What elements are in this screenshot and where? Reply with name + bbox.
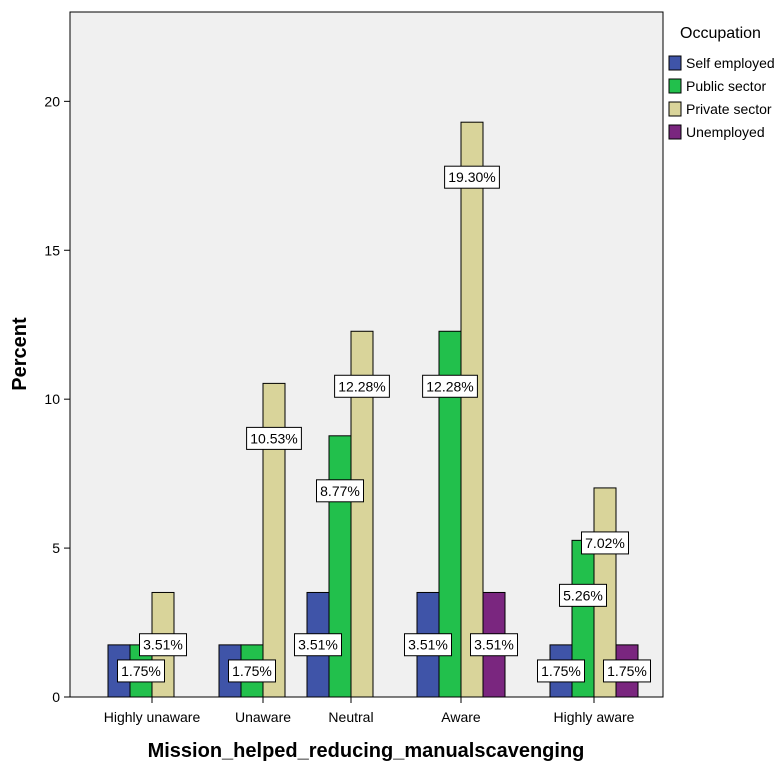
y-tick-label: 20 (44, 93, 60, 109)
data-label: 12.28% (334, 374, 390, 398)
data-label: 3.51% (139, 633, 187, 657)
data-label-box (246, 426, 302, 450)
x-tick-label: Unaware (235, 709, 291, 725)
data-label-box (228, 659, 276, 683)
legend-swatch-private-sector (668, 101, 682, 117)
data-label-text: 10.53% (250, 430, 297, 446)
data-label: 12.28% (422, 374, 478, 398)
data-label-box (444, 165, 500, 189)
y-tick-label: 10 (44, 391, 60, 407)
x-tick-label: Neutral (328, 709, 373, 725)
data-label-text: 3.51% (143, 637, 183, 653)
data-label-box (117, 659, 165, 683)
data-label: 3.51% (404, 633, 452, 657)
axes-layer: 0 5 10 15 20 Highly unaware Unaware Neutral Awar… (44, 93, 634, 725)
data-label-text: 19.30% (448, 169, 495, 185)
x-tick-label: Aware (441, 709, 481, 725)
data-label-text: 12.28% (426, 378, 473, 394)
data-label-text: 3.51% (474, 637, 514, 653)
legend: Occupation Self employed Public sector Pri… (668, 25, 775, 140)
data-label: 5.26% (559, 583, 607, 607)
data-label-text: 1.75% (232, 663, 272, 679)
data-label: 3.51% (294, 633, 342, 657)
data-label: 1.75% (603, 659, 651, 683)
bar-private-sector-1 (262, 382, 286, 698)
data-label-box (422, 374, 478, 398)
data-label-box (404, 633, 452, 657)
y-tick-label: 0 (52, 689, 60, 705)
data-label: 7.02% (581, 531, 629, 555)
y-axis-title: Percent (9, 317, 31, 391)
data-label-box (537, 659, 585, 683)
legend-label: Private sector (686, 101, 772, 117)
data-label-text: 3.51% (408, 637, 448, 653)
data-label: 1.75% (228, 659, 276, 683)
data-label-text: 12.28% (338, 378, 385, 394)
data-label-text: 1.75% (607, 663, 647, 679)
data-label-text: 7.02% (585, 535, 625, 551)
y-tick-label: 5 (52, 540, 60, 556)
legend-swatch-public-sector (668, 78, 682, 94)
data-label-text: 1.75% (121, 663, 161, 679)
data-label-text: 8.77% (320, 483, 360, 499)
legend-swatch-unemployed (668, 124, 682, 140)
data-label: 19.30% (444, 165, 500, 189)
data-label-text: 5.26% (563, 587, 603, 603)
data-label: 1.75% (117, 659, 165, 683)
legend-title: Occupation (680, 25, 761, 42)
data-label-box (559, 583, 607, 607)
data-label-box (294, 633, 342, 657)
bar-public-sector-2 (328, 435, 352, 698)
legend-swatch-self-employed (668, 55, 682, 71)
data-label-text: 1.75% (541, 663, 581, 679)
data-label-box (603, 659, 651, 683)
data-label-box (470, 633, 518, 657)
x-tick-label: Highly unaware (104, 709, 201, 725)
data-label: 3.51% (470, 633, 518, 657)
x-tick-label: Highly aware (554, 709, 635, 725)
data-label-box (334, 374, 390, 398)
data-label: 1.75% (537, 659, 585, 683)
data-label-box (316, 479, 364, 503)
data-label-text: 3.51% (298, 637, 338, 653)
bar-private-sector-2 (350, 330, 374, 698)
y-tick-label: 15 (44, 242, 60, 258)
legend-label: Unemployed (686, 124, 765, 140)
x-axis-title: Mission_helped_reducing_manualscavenging (148, 740, 585, 762)
data-label: 8.77% (316, 479, 364, 503)
bar-private-sector-3 (460, 121, 484, 698)
data-label-box (139, 633, 187, 657)
data-labels-layer: 1.75% 3.51% 1.75% 10.53% 3.51% 8.77% 12.28% 3.5… (117, 165, 651, 683)
data-label: 10.53% (246, 426, 302, 450)
legend-label: Public sector (686, 78, 766, 94)
data-label-box (581, 531, 629, 555)
legend-label: Self employed (686, 55, 775, 71)
